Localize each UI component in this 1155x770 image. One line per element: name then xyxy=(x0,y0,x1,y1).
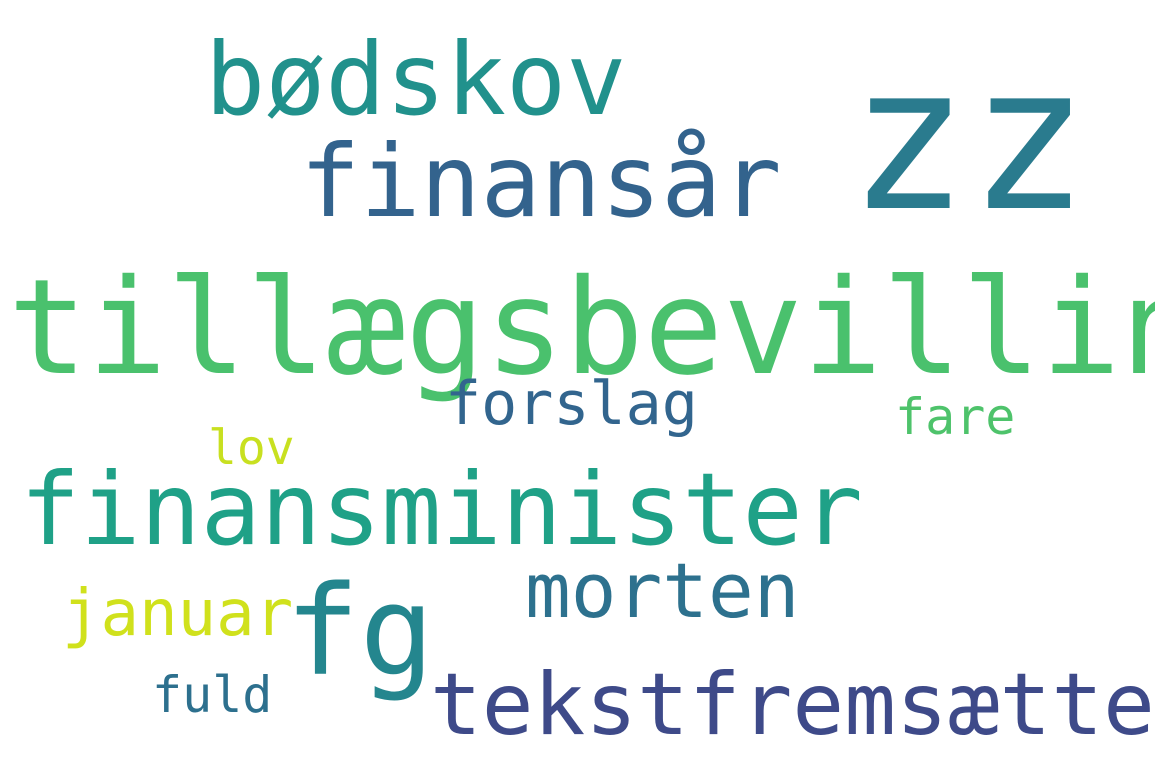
word-morten: morten xyxy=(525,546,800,635)
word-fare: fare xyxy=(895,388,1016,446)
word-bodskov: bødskov xyxy=(205,21,627,138)
word-tekstfremsaette: tekstfremsætte xyxy=(430,655,1155,755)
word-zz: zz xyxy=(848,23,1089,256)
word-forslag: forslag xyxy=(445,369,698,439)
word-fuld: fuld xyxy=(152,666,273,724)
word-januar: januar xyxy=(62,577,294,651)
word-tillaegsbevilling: tillægsbevilling xyxy=(8,251,1155,405)
word-fg: fg xyxy=(285,560,435,704)
word-lov: lov xyxy=(208,420,295,476)
word-finansar: finansår xyxy=(300,123,782,240)
word-finansminister: finansminister xyxy=(20,451,863,568)
